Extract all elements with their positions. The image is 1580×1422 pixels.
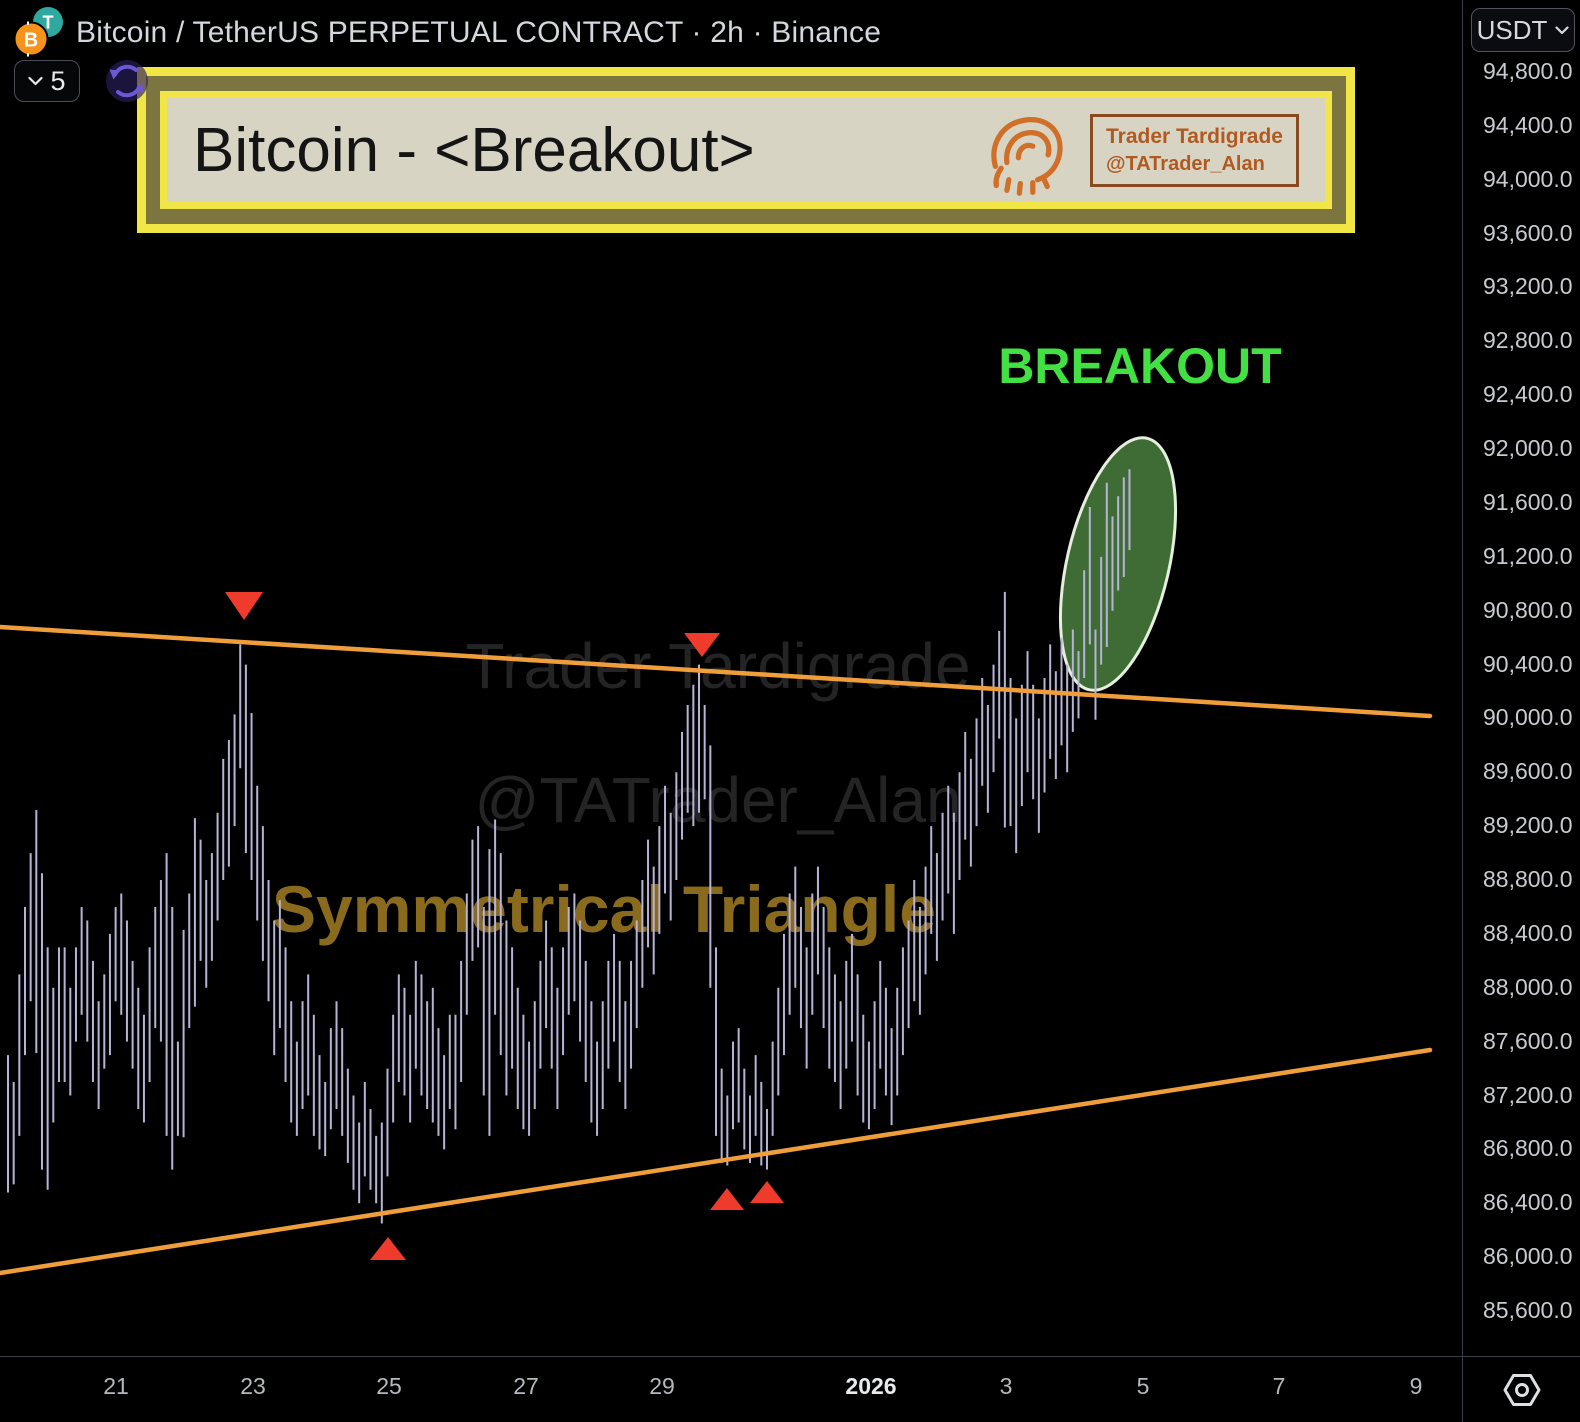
time-axis-label: 5 bbox=[1136, 1373, 1150, 1399]
time-axis-label: 21 bbox=[103, 1373, 129, 1399]
price-axis-label: 89,200.0 bbox=[1483, 812, 1573, 839]
price-axis[interactable]: USDT 94,800.0 94,400.0 94,000.0 93,600.0 93,… bbox=[1462, 0, 1580, 1356]
time-axis-label: 3 bbox=[999, 1373, 1013, 1399]
credit-name: Trader Tardigrade bbox=[1105, 124, 1283, 148]
price-axis-label: 93,200.0 bbox=[1483, 273, 1573, 300]
price-axis-label: 93,600.0 bbox=[1483, 219, 1573, 246]
time-axis-label: 27 bbox=[513, 1373, 539, 1399]
price-axis-label: 91,200.0 bbox=[1483, 542, 1573, 569]
interval-dropdown-button[interactable]: 5 bbox=[14, 60, 80, 102]
price-axis-label: 89,600.0 bbox=[1483, 758, 1573, 785]
interval-value: 5 bbox=[50, 65, 66, 96]
pivot-marker-down[interactable] bbox=[684, 633, 720, 657]
tardigrade-logo-icon bbox=[991, 117, 1063, 196]
credit-box: Trader Tardigrade @TATrader_Alan bbox=[1089, 113, 1299, 187]
title-banner-inner: Bitcoin - <Breakout> Trader Ta bbox=[160, 91, 1332, 209]
breakout-label: BREAKOUT bbox=[998, 338, 1281, 394]
watermark-text: @TATrader_Alan bbox=[474, 764, 961, 836]
price-axis-label: 88,000.0 bbox=[1483, 973, 1573, 1000]
banner-title: Bitcoin - <Breakout> bbox=[193, 115, 755, 185]
trendline-lower-support[interactable] bbox=[0, 1047, 1433, 1276]
price-axis-label: 86,400.0 bbox=[1483, 1189, 1573, 1216]
pivot-marker-up[interactable] bbox=[370, 1237, 406, 1260]
trendline-upper-resistance[interactable] bbox=[0, 624, 1433, 719]
time-axis[interactable]: 21 23 25 27 29 2026 3 5 7 9 bbox=[0, 1356, 1462, 1422]
price-axis-label: 90,000.0 bbox=[1483, 704, 1573, 731]
svg-text:B: B bbox=[24, 30, 38, 52]
price-axis-label: 87,200.0 bbox=[1483, 1081, 1573, 1108]
chevron-down-icon bbox=[1555, 25, 1569, 34]
time-axis-label: 23 bbox=[240, 1373, 266, 1399]
price-axis-label: 92,000.0 bbox=[1483, 435, 1573, 462]
price-axis-label: 91,600.0 bbox=[1483, 488, 1573, 515]
credit-handle: @TATrader_Alan bbox=[1105, 152, 1265, 175]
time-axis-label: 2026 bbox=[845, 1373, 897, 1399]
chevron-down-icon bbox=[28, 76, 44, 86]
price-axis-label: 88,800.0 bbox=[1483, 866, 1573, 893]
price-axis-label: 94,800.0 bbox=[1483, 58, 1573, 84]
currency-label: USDT bbox=[1476, 14, 1548, 45]
time-axis-label: 25 bbox=[376, 1373, 402, 1399]
price-axis-label: 90,400.0 bbox=[1483, 650, 1573, 677]
chart-header: T B Bitcoin / TetherUS PERPETUAL CONTRAC… bbox=[10, 4, 881, 62]
banner-credit: Trader Tardigrade @TATrader_Alan bbox=[980, 104, 1299, 196]
price-axis-label: 92,400.0 bbox=[1483, 381, 1573, 408]
price-axis-label: 94,400.0 bbox=[1483, 111, 1573, 138]
price-axis-label: 90,800.0 bbox=[1483, 596, 1573, 623]
price-axis-label: 86,000.0 bbox=[1483, 1243, 1573, 1270]
time-axis-label: 7 bbox=[1272, 1373, 1286, 1399]
pivot-marker-down[interactable] bbox=[225, 592, 263, 620]
axis-settings-corner bbox=[1462, 1356, 1580, 1422]
svg-text:T: T bbox=[43, 13, 54, 33]
symbol-title[interactable]: Bitcoin / TetherUS PERPETUAL CONTRACT · … bbox=[76, 16, 882, 49]
bars-layer bbox=[7, 469, 1131, 1224]
title-banner[interactable]: Bitcoin - <Breakout> Trader Ta bbox=[137, 67, 1355, 233]
time-axis-label: 29 bbox=[649, 1373, 675, 1399]
watermark-text: Trader Tardigrade bbox=[465, 630, 970, 702]
bitcoin-icon: B bbox=[13, 21, 49, 57]
watermark-text: Symmetrical Triangle bbox=[272, 872, 936, 946]
price-axis-label: 92,800.0 bbox=[1483, 327, 1573, 354]
price-axis-label: 85,600.0 bbox=[1483, 1297, 1573, 1323]
price-axis-label: 94,000.0 bbox=[1483, 165, 1573, 192]
price-axis-label: 87,600.0 bbox=[1483, 1027, 1573, 1054]
price-axis-label: 88,400.0 bbox=[1483, 919, 1573, 946]
time-axis-label: 9 bbox=[1409, 1373, 1423, 1399]
symbol-logo: T B bbox=[10, 4, 68, 62]
pivot-marker-up[interactable] bbox=[710, 1188, 744, 1210]
gear-icon[interactable] bbox=[1499, 1369, 1545, 1411]
price-chart-canvas[interactable]: Trader Tardigrade @TATrader_Alan Symmetric… bbox=[0, 0, 1462, 1356]
price-axis-label: 86,800.0 bbox=[1483, 1135, 1573, 1162]
refresh-icon[interactable] bbox=[104, 58, 150, 104]
currency-dropdown-button[interactable]: USDT bbox=[1471, 8, 1575, 52]
pivot-marker-up[interactable] bbox=[750, 1181, 784, 1203]
